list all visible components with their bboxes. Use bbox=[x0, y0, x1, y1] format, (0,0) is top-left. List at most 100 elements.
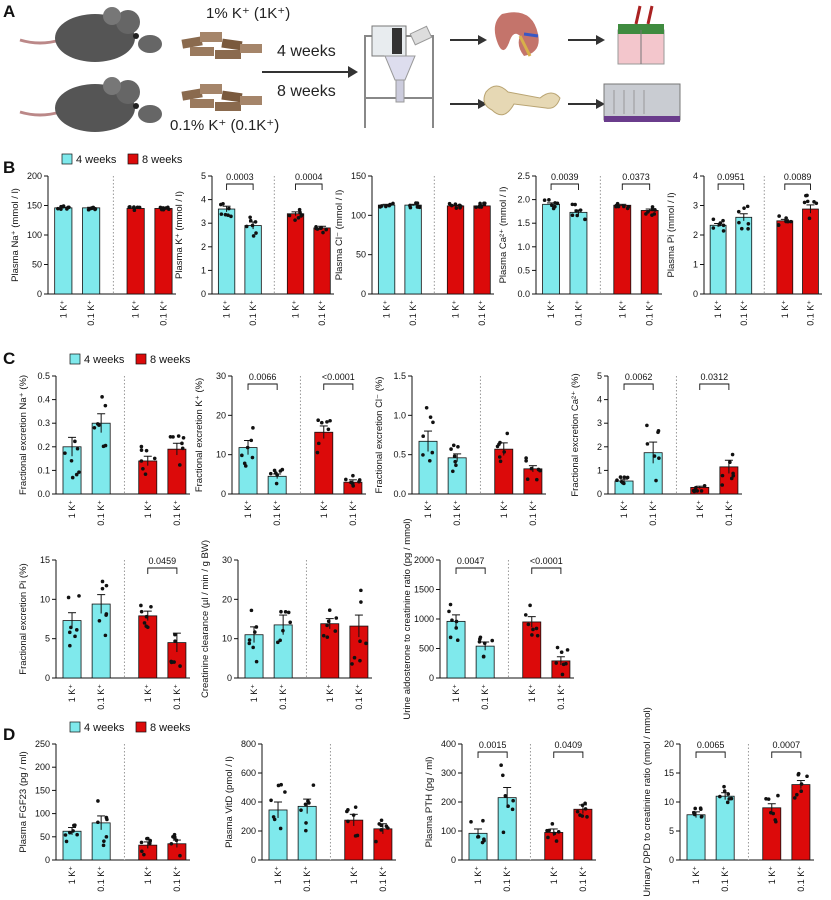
data-point bbox=[721, 229, 726, 233]
data-point bbox=[501, 830, 506, 835]
y-tick-label: 0 bbox=[361, 289, 366, 299]
data-point bbox=[298, 210, 302, 215]
y-axis-label: Fractional excretion Pi (%) bbox=[18, 563, 29, 674]
data-point bbox=[314, 224, 318, 229]
x-tick-label: 1 K⁺ bbox=[143, 866, 153, 885]
data-point bbox=[550, 822, 555, 826]
y-tick-label: 0.4 bbox=[37, 395, 50, 405]
y-tick-label: 1 bbox=[597, 465, 602, 475]
data-point bbox=[142, 852, 146, 857]
y-tick-label: 0 bbox=[251, 855, 256, 865]
y-tick-label: 250 bbox=[35, 739, 50, 749]
x-tick-label: 1 K⁺ bbox=[549, 866, 559, 885]
p-value-label: 0.0007 bbox=[773, 740, 801, 750]
data-point bbox=[178, 664, 182, 668]
bar bbox=[82, 207, 101, 295]
bar bbox=[297, 805, 317, 861]
x-tick-label: 1 K⁺ bbox=[243, 500, 253, 519]
y-tick-label: 20 bbox=[222, 594, 232, 604]
data-point bbox=[283, 790, 287, 794]
data-point bbox=[645, 442, 650, 446]
significance-bracket bbox=[323, 383, 354, 390]
x-tick-label: 1 K⁺ bbox=[713, 300, 723, 319]
data-point bbox=[353, 834, 358, 838]
data-point bbox=[615, 478, 619, 483]
data-point bbox=[351, 473, 355, 478]
data-point bbox=[272, 468, 277, 473]
data-point bbox=[553, 201, 557, 205]
data-point bbox=[71, 829, 75, 833]
data-point bbox=[152, 456, 157, 461]
significance-bracket bbox=[695, 751, 726, 758]
data-point bbox=[144, 448, 149, 453]
data-point bbox=[454, 619, 459, 624]
data-point bbox=[650, 213, 654, 217]
data-point bbox=[711, 226, 716, 230]
y-tick-label: 2 bbox=[693, 230, 698, 240]
data-point bbox=[104, 835, 109, 839]
x-tick-label: 0.1 K⁺ bbox=[172, 500, 182, 526]
y-tick-label: 0 bbox=[597, 489, 602, 499]
y-tick-label: 400 bbox=[441, 739, 456, 749]
chart-d4: 0 5 10 15 20 Urinary DPD to creatinine ratio … bbox=[642, 707, 814, 897]
legend-swatch-4-weeks bbox=[69, 353, 81, 365]
data-point bbox=[227, 206, 231, 211]
data-point bbox=[73, 634, 77, 639]
data-point bbox=[286, 610, 291, 615]
data-point bbox=[700, 814, 704, 819]
data-point bbox=[358, 639, 362, 643]
data-point bbox=[795, 792, 799, 797]
bar bbox=[640, 210, 659, 295]
data-point bbox=[575, 809, 580, 814]
chow-icon bbox=[181, 32, 262, 59]
data-point bbox=[722, 789, 727, 793]
x-tick-label: 0.1 K⁺ bbox=[502, 866, 512, 892]
data-point bbox=[143, 472, 148, 476]
data-point bbox=[737, 220, 741, 225]
data-point bbox=[570, 213, 575, 217]
data-point bbox=[254, 231, 258, 235]
data-point bbox=[450, 618, 454, 623]
data-point bbox=[250, 223, 255, 228]
x-tick-label: 0.1 K⁺ bbox=[805, 300, 815, 326]
y-tick-label: 200 bbox=[441, 797, 456, 807]
significance-bracket bbox=[531, 567, 562, 574]
p-value-label: 0.0047 bbox=[457, 556, 485, 566]
significance-bracket bbox=[147, 567, 178, 574]
y-tick-label: 150 bbox=[27, 201, 42, 211]
y-tick-label: 5 bbox=[201, 171, 206, 181]
data-point bbox=[139, 448, 144, 452]
bar bbox=[569, 211, 588, 295]
data-point bbox=[526, 622, 531, 627]
x-tick-label: 1 K⁺ bbox=[767, 866, 777, 885]
data-point bbox=[560, 672, 565, 677]
y-axis-label: Urinary DPD to creatinine ratio (nmol / … bbox=[642, 707, 653, 897]
x-tick-label: 1 K⁺ bbox=[546, 300, 556, 319]
y-axis-label: Plasma PTH (pg / ml) bbox=[424, 757, 435, 848]
data-point bbox=[307, 801, 311, 805]
y-tick-label: 100 bbox=[35, 809, 50, 819]
y-tick-label: 4 bbox=[201, 195, 206, 205]
data-point bbox=[357, 479, 361, 484]
y-tick-label: 0 bbox=[451, 855, 456, 865]
data-point bbox=[140, 849, 144, 854]
chart-c1: 0.0 0.1 0.2 0.3 0.4 0.5 Fractional excretion N… bbox=[18, 353, 191, 526]
chart-b4: 0.0 0.5 1.0 1.5 2.0 2.5 Plasma Ca²⁺ (mmol / l)… bbox=[498, 171, 662, 326]
data-point bbox=[384, 204, 388, 209]
x-tick-label: 1 K⁺ bbox=[349, 866, 359, 885]
chart-b1: 0 50 100 150 200 Plasma Na⁺ (mmol / l) 1 K⁺ 0.1… bbox=[10, 153, 183, 326]
y-tick-label: 0.2 bbox=[37, 442, 50, 452]
data-point bbox=[253, 220, 258, 224]
data-point bbox=[352, 655, 357, 660]
arrow-icon bbox=[450, 35, 487, 45]
data-point bbox=[66, 205, 70, 210]
data-point bbox=[529, 466, 534, 471]
legend-label-8-weeks: 8 weeks bbox=[150, 354, 191, 366]
data-point bbox=[132, 205, 136, 209]
x-tick-label: 0.1 K⁺ bbox=[172, 866, 182, 892]
data-point bbox=[180, 446, 185, 451]
data-point bbox=[580, 803, 585, 808]
data-point bbox=[482, 201, 487, 206]
data-point bbox=[497, 455, 502, 459]
data-point bbox=[546, 835, 550, 840]
